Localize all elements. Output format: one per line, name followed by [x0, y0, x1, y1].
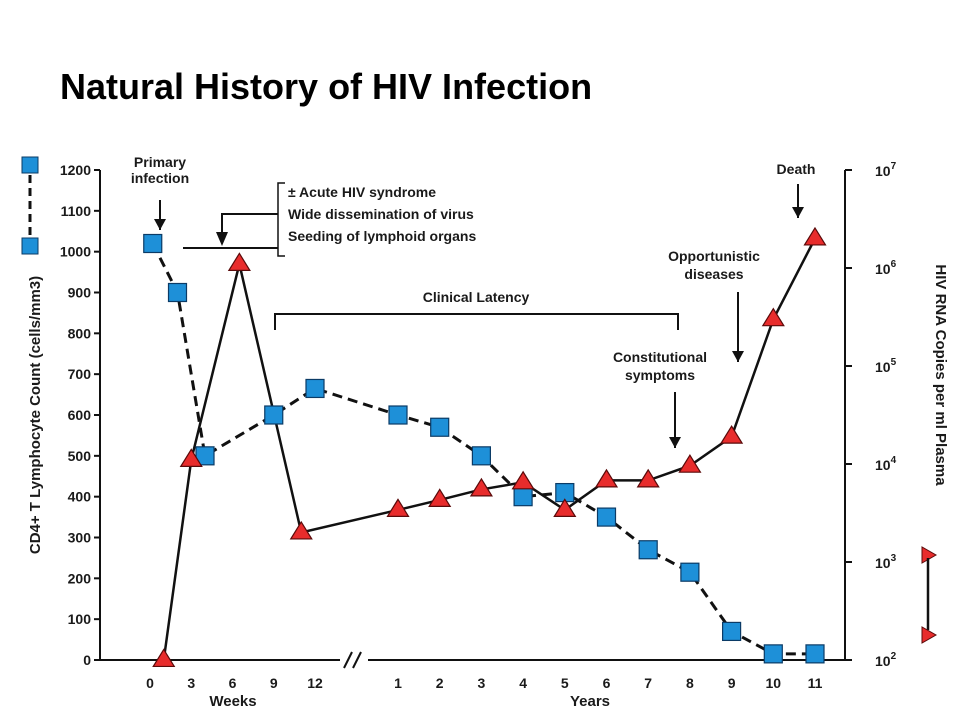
- cd4-data-point: [513, 487, 533, 507]
- cd4-data-point: [388, 405, 408, 425]
- x-tick-label-years: 9: [728, 675, 736, 691]
- cd4-data-point: [596, 507, 617, 527]
- right-tick-label: 105: [875, 357, 897, 375]
- left-tick-label: 600: [68, 407, 92, 423]
- rna-data-point: [227, 252, 251, 272]
- rna-data-point: [179, 448, 203, 468]
- x-tick-label-years: 3: [478, 675, 486, 691]
- cd4-data-point: [167, 282, 188, 303]
- x-tick-label-years: 2: [436, 675, 444, 691]
- right-tick-label: 102: [875, 651, 897, 669]
- rna-data-point: [469, 477, 493, 497]
- cd4-data-point: [195, 446, 215, 466]
- annotation-acute-syndrome: ± Acute HIV syndrome: [288, 184, 436, 200]
- cd4-data-point: [264, 405, 284, 425]
- annotation-clinical-latency: Clinical Latency: [423, 289, 530, 305]
- left-tick-label: 1200: [60, 162, 91, 178]
- left-tick-label: 1100: [61, 203, 92, 219]
- arrow-primary-infection-head: [154, 219, 166, 230]
- cd4-data-point: [805, 644, 825, 664]
- right-tick-label: 107: [875, 161, 897, 179]
- legend-cd4-square-top: [21, 156, 39, 174]
- left-tick-label: 400: [68, 489, 92, 505]
- cd4-data-point: [763, 644, 783, 664]
- arrow-constitutional-head: [669, 437, 681, 448]
- right-axis-title: HIV RNA Copies per ml Plasma: [932, 264, 949, 486]
- x-tick-label-years: 5: [561, 675, 569, 691]
- rna-data-point: [511, 470, 535, 490]
- annotation-primary-infection: Primary: [134, 154, 186, 170]
- x-tick-label-years: 6: [603, 675, 611, 691]
- x-axis-label-weeks: Weeks: [209, 693, 256, 710]
- cd4-data-point: [143, 233, 163, 254]
- x-axis-break-mark: [352, 651, 362, 669]
- rna-data-point: [636, 468, 660, 488]
- cd4-data-point: [680, 562, 700, 582]
- left-tick-label: 500: [68, 448, 92, 464]
- arrow-opportunistic-head: [732, 351, 744, 362]
- rna-data-point: [761, 307, 785, 327]
- cd4-data-point: [305, 378, 325, 399]
- x-tick-label-weeks: 12: [307, 675, 323, 691]
- cd4-data-point: [430, 417, 450, 437]
- x-tick-label-weeks: 6: [229, 675, 237, 691]
- x-axis-break-mark: [343, 651, 353, 669]
- legend-cd4-square-bottom: [21, 237, 39, 255]
- rna-data-point: [289, 520, 313, 540]
- annotation-opportunistic: Opportunistic: [668, 248, 760, 264]
- cd4-series-line: [151, 242, 815, 656]
- cd4-data-point: [638, 540, 658, 560]
- left-tick-label: 1000: [60, 244, 91, 260]
- left-tick-label: 100: [68, 611, 92, 627]
- x-tick-label-years: 4: [519, 675, 527, 691]
- annotation-acute-syndrome: Wide dissemination of virus: [288, 206, 474, 222]
- rna-data-point: [803, 226, 827, 246]
- legend-rna-triangle-bottom: [921, 626, 938, 644]
- rna-data-point: [428, 488, 452, 507]
- left-tick-label: 900: [68, 285, 92, 301]
- acute-leader-head: [216, 232, 228, 246]
- rna-data-point: [678, 454, 702, 473]
- x-tick-label-years: 1: [394, 675, 402, 691]
- slide-title: Natural History of HIV Infection: [60, 66, 593, 107]
- x-tick-label-years: 8: [686, 675, 694, 691]
- x-tick-label-weeks: 0: [146, 675, 154, 691]
- annotation-opportunistic: diseases: [684, 266, 743, 282]
- x-tick-label-years: 7: [644, 675, 652, 691]
- left-tick-label: 300: [68, 530, 92, 546]
- x-axis-label-years: Years: [570, 693, 610, 710]
- annotation-death: Death: [777, 161, 816, 177]
- left-tick-label: 200: [68, 570, 92, 586]
- acute-leader: [221, 213, 278, 232]
- rna-data-point: [152, 648, 176, 668]
- annotation-constitutional: symptoms: [625, 367, 695, 383]
- latency-bracket: [274, 313, 679, 330]
- left-axis-title: CD4+ T Lymphocyte Count (cells/mm3): [27, 276, 44, 554]
- right-tick-label: 104: [875, 455, 897, 473]
- annotation-constitutional: Constitutional: [613, 349, 707, 365]
- left-tick-label: 800: [68, 325, 92, 341]
- annotation-primary-infection: infection: [131, 170, 189, 186]
- right-tick-label: 106: [875, 259, 897, 277]
- x-tick-label-weeks: 9: [270, 675, 278, 691]
- annotation-acute-syndrome: Seeding of lymphoid organs: [288, 228, 476, 244]
- left-tick-label: 0: [83, 652, 91, 668]
- acute-bracket: [277, 182, 285, 257]
- arrow-death-head: [792, 207, 804, 218]
- x-tick-label-years: 10: [766, 675, 782, 691]
- x-tick-label-weeks: 3: [187, 675, 195, 691]
- cd4-data-point: [721, 621, 742, 642]
- x-tick-label-years: 11: [808, 675, 823, 691]
- rna-data-point: [386, 498, 410, 517]
- rna-data-point: [553, 498, 577, 517]
- rna-data-point: [594, 468, 619, 488]
- left-tick-label: 700: [68, 366, 92, 382]
- right-tick-label: 103: [875, 553, 897, 571]
- cd4-data-point: [471, 446, 491, 466]
- rna-data-point: [720, 425, 744, 444]
